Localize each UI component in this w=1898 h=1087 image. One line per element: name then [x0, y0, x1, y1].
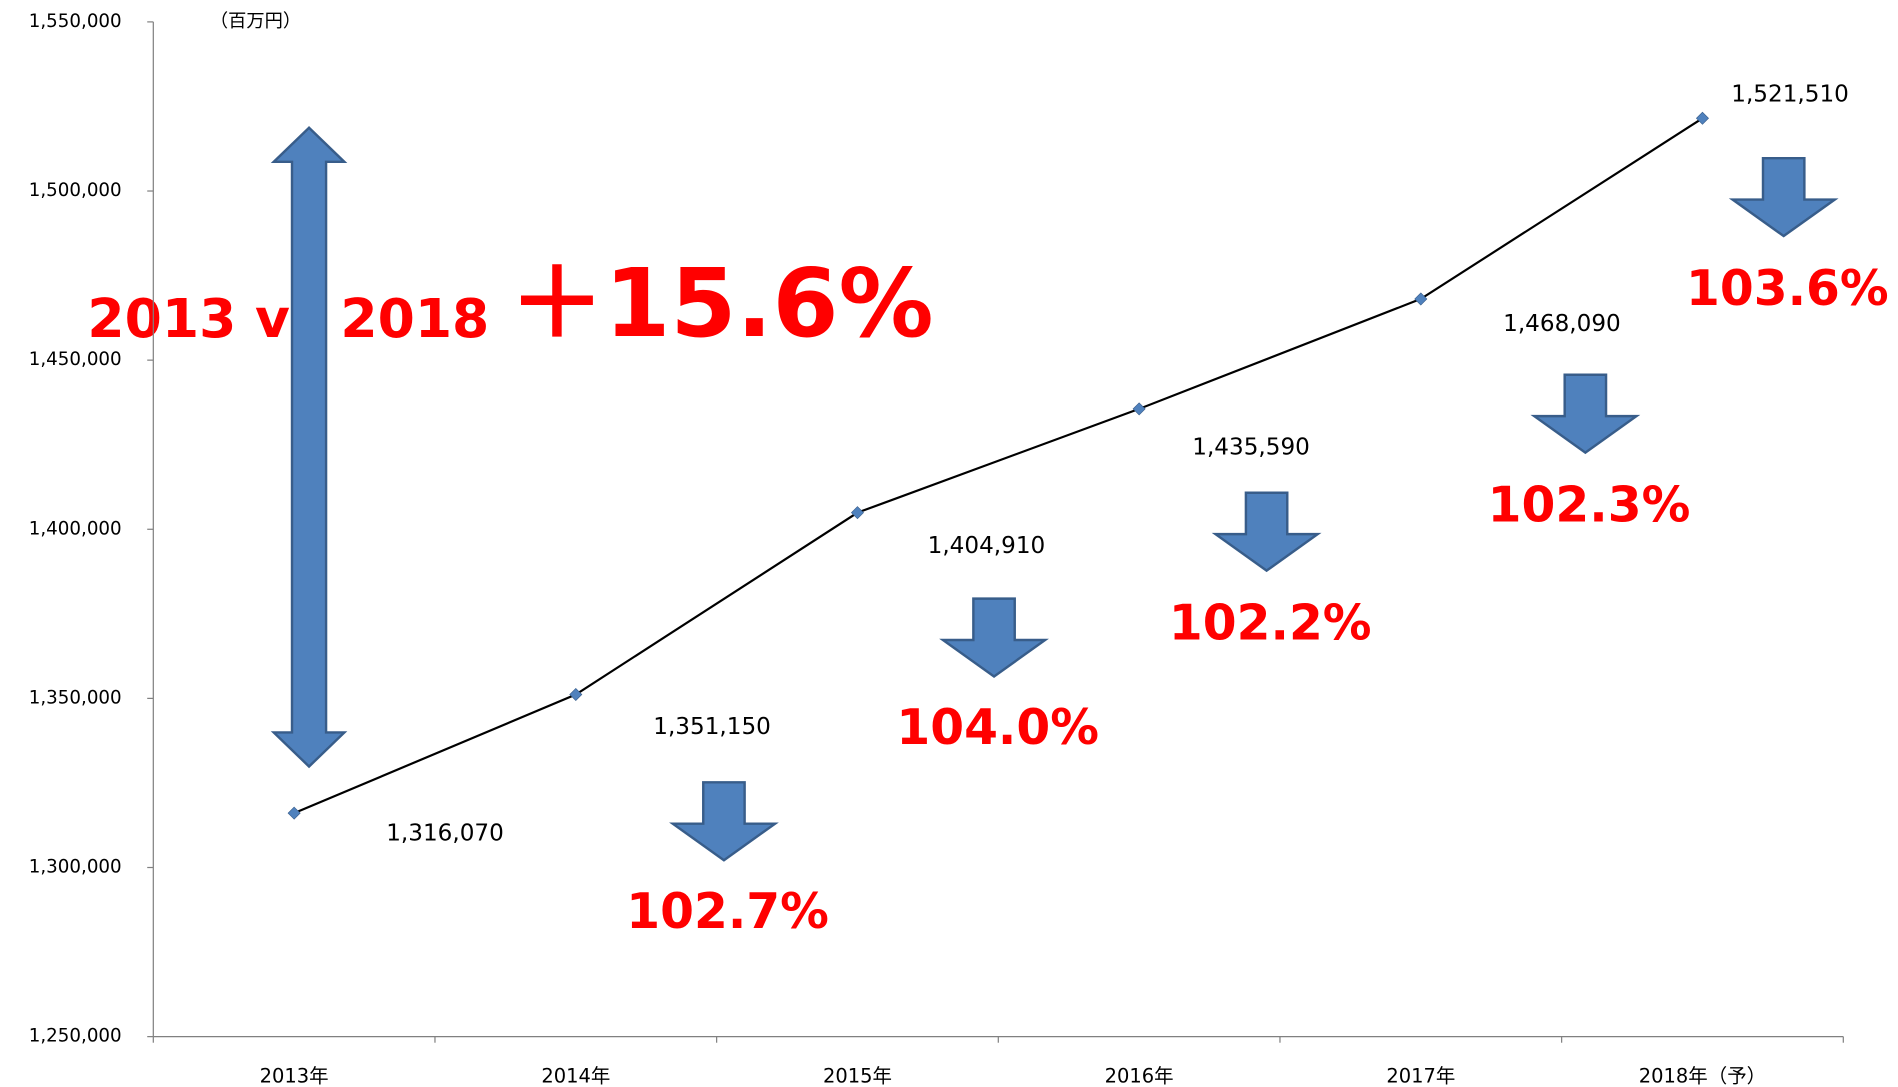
value-label: 1,316,070 [386, 820, 504, 846]
y-tick-label: 1,300,000 [29, 857, 122, 878]
x-tick-label: 2018年（予） [1639, 1064, 1766, 1087]
value-label: 1,404,910 [928, 533, 1046, 559]
y-tick-label: 1,250,000 [29, 1026, 122, 1047]
growth-arrow [1728, 156, 1839, 238]
marker [1132, 402, 1146, 416]
y-tick-label: 1,500,000 [29, 180, 122, 201]
comparison-value: ＋15.6% [509, 249, 933, 359]
y-tick-label: 1,550,000 [29, 11, 122, 32]
x-tick-label: 2014年 [541, 1064, 610, 1087]
line [293, 117, 1704, 815]
growth-arrow [1211, 491, 1322, 573]
value-label: 1,468,090 [1503, 311, 1621, 337]
marker [850, 506, 864, 520]
comparison-label: 2013 vs 2018 [87, 287, 489, 350]
y-tick-label: 1,450,000 [29, 349, 122, 370]
x-tick-label: 2016年 [1105, 1064, 1174, 1087]
y-tick-label: 1,350,000 [29, 687, 122, 708]
value-label: 1,521,510 [1731, 82, 1849, 108]
marker [569, 687, 583, 702]
y-tick-label: 1,400,000 [29, 518, 122, 539]
marker [1414, 292, 1428, 306]
range-arrow [270, 126, 348, 769]
x-tick-label: 2013年 [260, 1064, 329, 1087]
growth-label: 102.3% [1488, 478, 1691, 534]
growth-label: 103.6% [1686, 261, 1889, 317]
x-tick-label: 2015年 [823, 1064, 892, 1087]
value-label: 1,351,150 [653, 714, 771, 740]
x-tick-label: 2017年 [1386, 1064, 1455, 1087]
growth-label: 104.0% [896, 700, 1099, 756]
marker [287, 806, 301, 820]
marker [1695, 111, 1709, 125]
growth-label: 102.2% [1169, 596, 1372, 652]
value-label: 1,435,590 [1192, 434, 1310, 460]
plot: （百万円） 2013 vs 2018 ＋15.6% 1,250,000 1,300… [29, 11, 1889, 1087]
growth-label: 102.7% [626, 884, 829, 940]
growth-arrow [669, 781, 779, 862]
growth-arrow [939, 597, 1049, 678]
unit-label: （百万円） [210, 11, 301, 32]
growth-arrow [1530, 373, 1641, 455]
